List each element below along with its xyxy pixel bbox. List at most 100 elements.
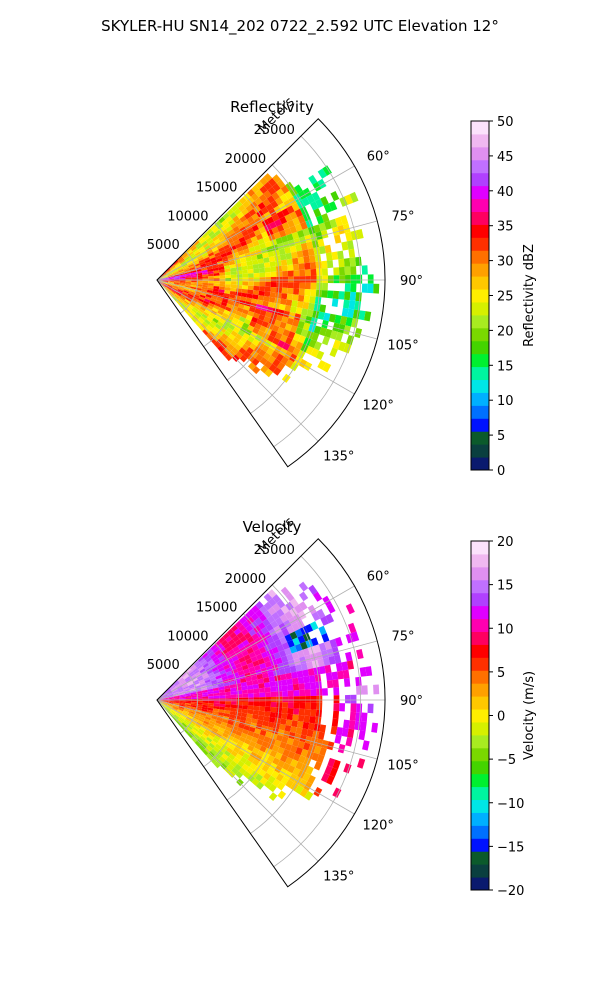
radar-cell <box>225 225 233 233</box>
radar-cell <box>178 270 185 274</box>
colorbar-segment <box>471 696 489 710</box>
radar-cell <box>313 761 322 771</box>
radar-cell <box>232 215 240 223</box>
radar-cell <box>215 674 222 680</box>
radar-cell <box>253 625 261 634</box>
radar-cell <box>298 708 305 716</box>
radar-cell <box>263 656 271 663</box>
radar-cell <box>309 716 316 724</box>
radar-cell <box>240 240 248 247</box>
colorbar-segment <box>471 864 489 878</box>
colorbar-label: Velocity (m/s) <box>522 671 537 760</box>
radar-cell <box>321 268 328 276</box>
radar-cell <box>210 679 218 684</box>
radar-cell <box>207 659 214 665</box>
radar-cell <box>177 288 184 292</box>
radar-cell <box>200 683 207 688</box>
radar-cell <box>258 314 266 321</box>
radar-cell <box>348 300 356 310</box>
radar-cell <box>275 314 284 322</box>
radar-cell <box>241 269 248 275</box>
radar-cell <box>343 258 351 267</box>
radar-cell <box>178 269 184 273</box>
radar-cell <box>182 301 189 307</box>
radar-cell <box>288 696 294 703</box>
radar-cell <box>305 345 314 355</box>
radar-cell <box>333 275 340 284</box>
radar-cell <box>187 312 193 319</box>
radar-cell <box>332 679 339 688</box>
colorbar-segment <box>471 327 489 342</box>
radar-cell <box>252 758 260 767</box>
colorbar-tick-label: 35 <box>497 220 514 235</box>
radar-cell <box>208 302 215 308</box>
colorbar-segment <box>471 301 489 316</box>
radar-cell <box>166 706 172 711</box>
radar-cell <box>216 652 224 659</box>
radar-cell <box>230 687 237 692</box>
radar-cell <box>169 684 175 690</box>
radar-cell <box>313 303 321 312</box>
radar-cell <box>345 736 353 747</box>
radar-cell <box>165 268 171 273</box>
radar-cell <box>162 275 168 279</box>
radar-cell <box>268 783 277 793</box>
radar-cell <box>269 330 278 338</box>
radar-cell <box>228 744 236 751</box>
radar-cell <box>300 763 309 773</box>
radar-cell <box>297 229 305 238</box>
radar-cell <box>302 249 310 257</box>
radar-cell <box>341 661 349 671</box>
radar-cell <box>247 755 255 763</box>
radar-cell <box>243 725 251 731</box>
radar-cell <box>213 305 220 310</box>
radar-cell <box>216 677 223 683</box>
radar-cell <box>313 208 322 218</box>
radar-cell <box>255 249 263 256</box>
radar-cell <box>189 687 196 691</box>
radar-cell <box>237 760 245 768</box>
colorbar-segment <box>471 457 489 471</box>
radar-cell <box>180 294 187 299</box>
radar-cell <box>180 715 186 721</box>
colorbar-segment <box>471 709 489 723</box>
radar-cell <box>211 666 219 673</box>
radar-cell <box>266 666 274 673</box>
radar-cell <box>217 291 225 296</box>
radar-cell <box>305 750 314 760</box>
radar-cell <box>263 593 273 602</box>
radar-cell <box>206 648 213 655</box>
radar-cell <box>202 274 209 277</box>
radar-cell <box>324 220 332 230</box>
colorbar-tick-label: 20 <box>497 535 514 550</box>
radar-cell <box>308 339 317 349</box>
radar-cell <box>183 688 190 692</box>
radar-cell <box>162 280 169 282</box>
radar-cell <box>302 742 311 751</box>
radar-cell <box>284 350 293 360</box>
radar-cell <box>233 628 242 636</box>
radar-cell <box>230 340 238 348</box>
radar-cell <box>264 327 272 335</box>
radar-cell <box>229 294 236 299</box>
radar-cell <box>241 288 248 294</box>
radar-cell <box>168 712 173 718</box>
radar-cell <box>247 362 256 371</box>
radar-cell <box>303 337 312 346</box>
azimuth-tick-label: 120° <box>363 398 394 413</box>
radar-cell <box>177 256 183 262</box>
radar-cell <box>286 625 295 634</box>
radar-cell <box>267 178 277 187</box>
radar-cell <box>279 754 288 763</box>
radar-cell <box>282 276 289 283</box>
radar-cell <box>175 683 181 688</box>
radar-cell <box>269 261 276 268</box>
radar-cell <box>257 238 265 245</box>
radar-cell <box>253 766 262 774</box>
radar-cell <box>236 694 243 698</box>
radar-cell <box>304 623 314 633</box>
radar-cell <box>226 658 234 665</box>
radar-cell <box>290 339 299 348</box>
range-tick-label: 5000 <box>147 658 180 673</box>
radar-cell <box>337 224 346 235</box>
